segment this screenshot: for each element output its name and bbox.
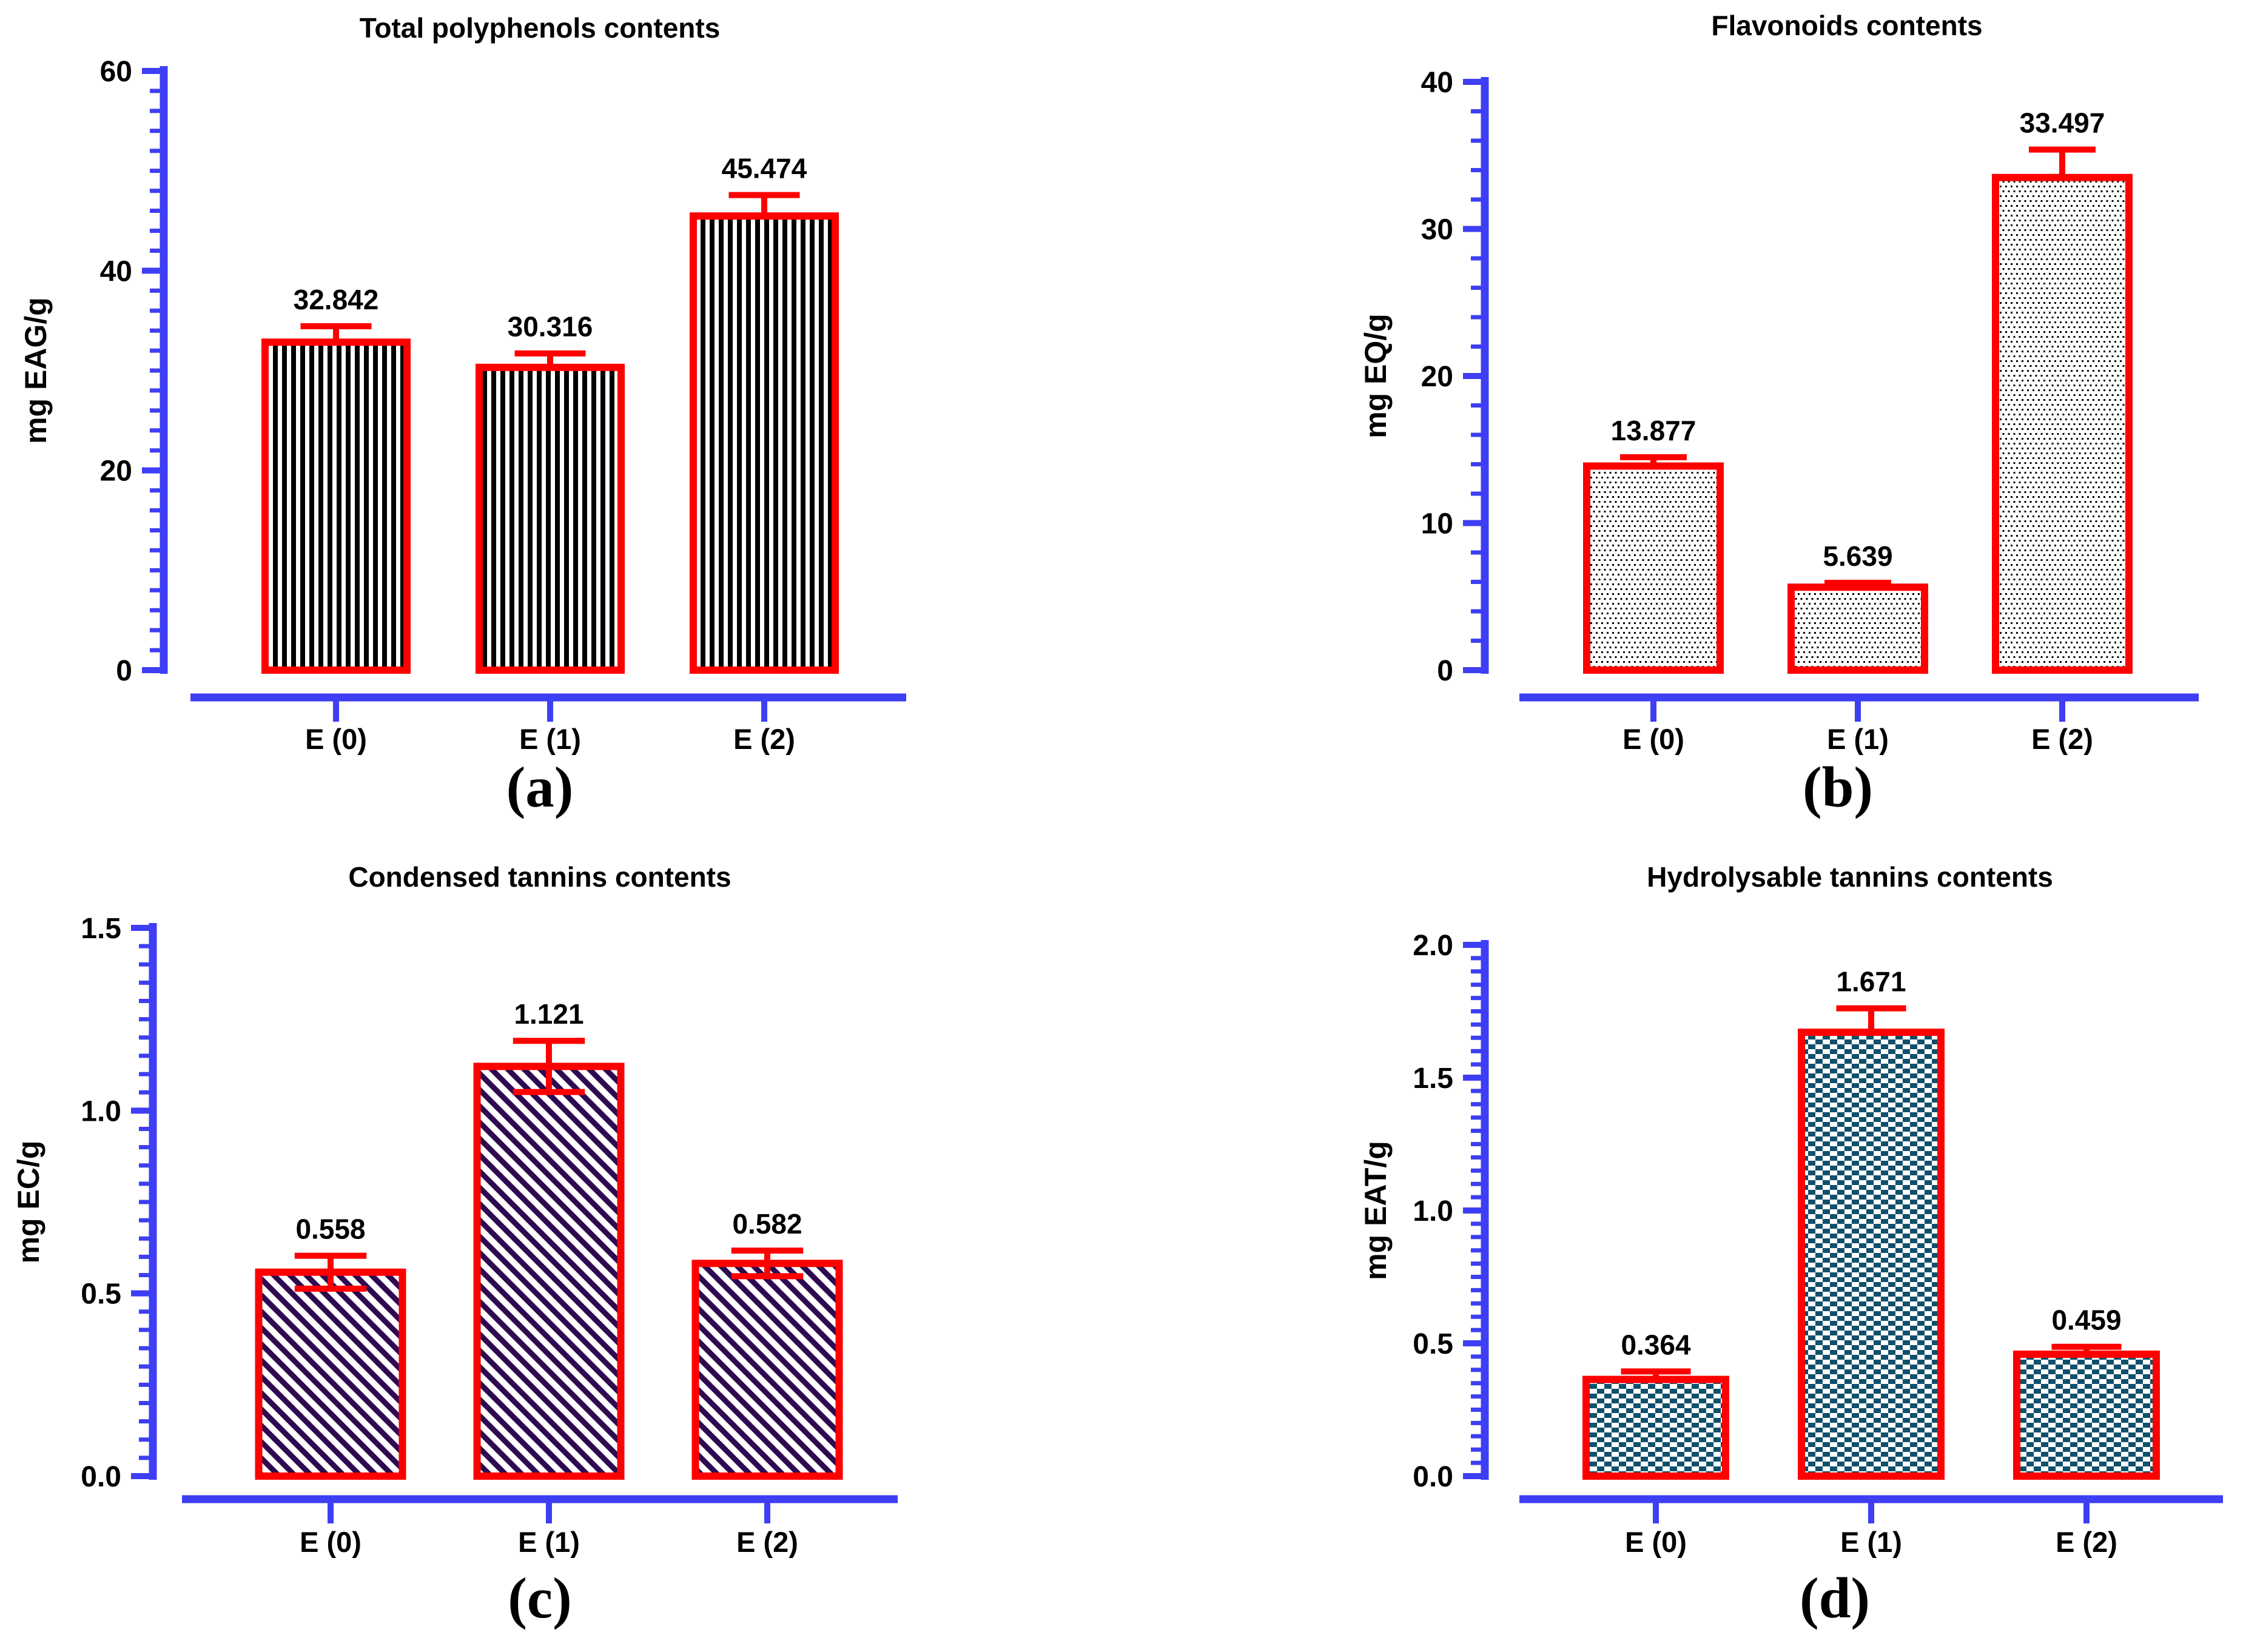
y-axis-label: mg EAG/g — [19, 297, 53, 444]
y-tick-label: 0.0 — [1413, 1461, 1453, 1493]
x-category-label: E (1) — [1827, 723, 1889, 755]
error-bar — [300, 323, 372, 345]
y-tick-label: 1.5 — [1413, 1063, 1453, 1095]
bar-E (1) — [473, 1063, 625, 1480]
bar-value-label: 30.316 — [508, 311, 593, 343]
bars: 0.364 1.671 0.459 — [1582, 966, 2160, 1480]
bar-value-label: 33.497 — [2020, 107, 2105, 139]
x-category-label: E (0) — [1625, 1526, 1687, 1558]
bar-E (0) — [1582, 1375, 1729, 1480]
error-bar — [2051, 1343, 2122, 1357]
x-category-label: E (2) — [736, 1526, 798, 1558]
x-category-label: E (0) — [300, 1526, 361, 1558]
chart-title: Flavonoids contents — [1711, 10, 1982, 41]
x-category-label: E (1) — [1840, 1526, 1902, 1558]
chart-flavonoids: Flavonoids contents mg EQ/g 0 10 20 30 40 E (0)… — [1359, 10, 2199, 819]
y-axis-label: mg EC/g — [12, 1141, 45, 1264]
panel-letter: (a) — [506, 755, 574, 819]
y-tick-label: 1.0 — [81, 1095, 121, 1127]
y-tick-label: 0 — [116, 655, 132, 687]
x-axis: E (0) E (1) E (2) — [182, 1495, 898, 1558]
y-tick-label: 0.5 — [81, 1278, 121, 1311]
x-category-label: E (1) — [518, 1526, 580, 1558]
x-category-label: E (0) — [305, 723, 367, 755]
bar-E (2) — [2013, 1350, 2160, 1480]
error-bar — [1621, 1368, 1691, 1382]
panel-c: Condensed tannins contents mg EC/g 0.0 0.5 1… — [0, 826, 1131, 1652]
x-axis: E (0) E (1) E (2) — [1519, 693, 2199, 755]
x-category-label: E (0) — [1622, 723, 1684, 755]
panel-letter: (c) — [508, 1566, 571, 1630]
x-axis: E (0) E (1) E (2) — [190, 693, 906, 755]
y-tick-label: 10 — [1421, 508, 1453, 540]
panel-letter: (d) — [1800, 1566, 1870, 1630]
bar-E (1) — [1798, 1029, 1945, 1480]
chart-condensed-tannins: Condensed tannins contents mg EC/g 0.0 0.5 1… — [12, 861, 898, 1630]
bars: 0.558 1.121 0.582 — [255, 998, 843, 1480]
error-bar — [294, 1252, 367, 1292]
y-axis-label: mg EQ/g — [1359, 314, 1393, 438]
bar-value-label: 0.558 — [295, 1214, 365, 1245]
bar-value-label: 5.639 — [1823, 540, 1892, 572]
y-tick-label: 1.5 — [81, 913, 121, 945]
x-category-label: E (2) — [2031, 723, 2093, 755]
bar-value-label: 1.671 — [1836, 966, 1906, 998]
x-category-label: E (2) — [733, 723, 795, 755]
y-axis: 0.0 0.5 1.0 1.5 2.0 — [1413, 930, 1489, 1493]
chart-title: Hydrolysable tannins contents — [1647, 861, 2053, 893]
error-bar — [1620, 454, 1687, 469]
y-axis: 0.0 0.5 1.0 1.5 — [81, 913, 157, 1493]
error-bar — [731, 1247, 804, 1280]
error-bar — [728, 192, 800, 219]
panel-a: Total polyphenols contents mg EAG/g 0 20 40 6… — [0, 0, 1131, 826]
y-tick-label: 0.0 — [81, 1461, 121, 1493]
bar-value-label: 45.474 — [722, 153, 807, 184]
x-axis: E (0) E (1) E (2) — [1519, 1495, 2223, 1558]
y-tick-label: 40 — [100, 255, 132, 287]
y-tick-label: 20 — [1421, 361, 1453, 393]
bar-E (0) — [261, 338, 411, 674]
bar-value-label: 0.364 — [1621, 1329, 1691, 1360]
error-bar — [1836, 1005, 1906, 1035]
bar-value-label: 0.582 — [732, 1208, 802, 1240]
x-category-label: E (2) — [2056, 1526, 2117, 1558]
panel-b: Flavonoids contents mg EQ/g 0 10 20 30 40 E (0)… — [1131, 0, 2262, 826]
bars: 13.877 5.639 33.497 — [1583, 107, 2133, 674]
y-tick-label: 2.0 — [1413, 930, 1453, 962]
panel-letter: (b) — [1803, 755, 1873, 819]
bar-E (0) — [1583, 462, 1724, 674]
chart-title: Total polyphenols contents — [360, 12, 721, 44]
bar-value-label: 13.877 — [1611, 415, 1696, 446]
error-bar — [2029, 146, 2096, 180]
y-tick-label: 30 — [1421, 214, 1453, 246]
chart-title: Condensed tannins contents — [348, 861, 731, 893]
chart-total-polyphenols: Total polyphenols contents mg EAG/g 0 20 40 6… — [19, 12, 906, 819]
y-axis-label: mg EAT/g — [1359, 1141, 1393, 1280]
bar-E (2) — [691, 1260, 843, 1480]
x-category-label: E (1) — [519, 723, 581, 755]
bar-E (1) — [1787, 583, 1928, 674]
y-tick-label: 1.0 — [1413, 1195, 1453, 1227]
bar-E (2) — [690, 212, 839, 674]
y-tick-label: 40 — [1421, 67, 1453, 99]
bar-E (0) — [255, 1268, 406, 1480]
y-tick-label: 0.5 — [1413, 1328, 1453, 1360]
bar-value-label: 0.459 — [2051, 1304, 2121, 1336]
error-bar — [1824, 579, 1891, 590]
bar-value-label: 32.842 — [294, 284, 379, 315]
bar-E (2) — [1992, 173, 2133, 674]
y-tick-label: 20 — [100, 455, 132, 488]
y-axis: 0 10 20 30 40 — [1421, 67, 1489, 687]
error-bar — [514, 350, 586, 370]
bar-value-label: 1.121 — [514, 998, 583, 1030]
y-tick-label: 60 — [100, 56, 132, 88]
bars: 32.842 30.316 45.474 — [261, 153, 839, 674]
y-axis: 0 20 40 60 — [100, 56, 168, 687]
chart-hydrolysable-tannins: Hydrolysable tannins contents mg EAT/g 0.0… — [1359, 861, 2223, 1630]
y-tick-label: 0 — [1437, 655, 1453, 687]
bar-E (1) — [476, 363, 625, 674]
panel-d: Hydrolysable tannins contents mg EAT/g 0.0… — [1131, 826, 2262, 1652]
error-bar — [513, 1038, 585, 1095]
